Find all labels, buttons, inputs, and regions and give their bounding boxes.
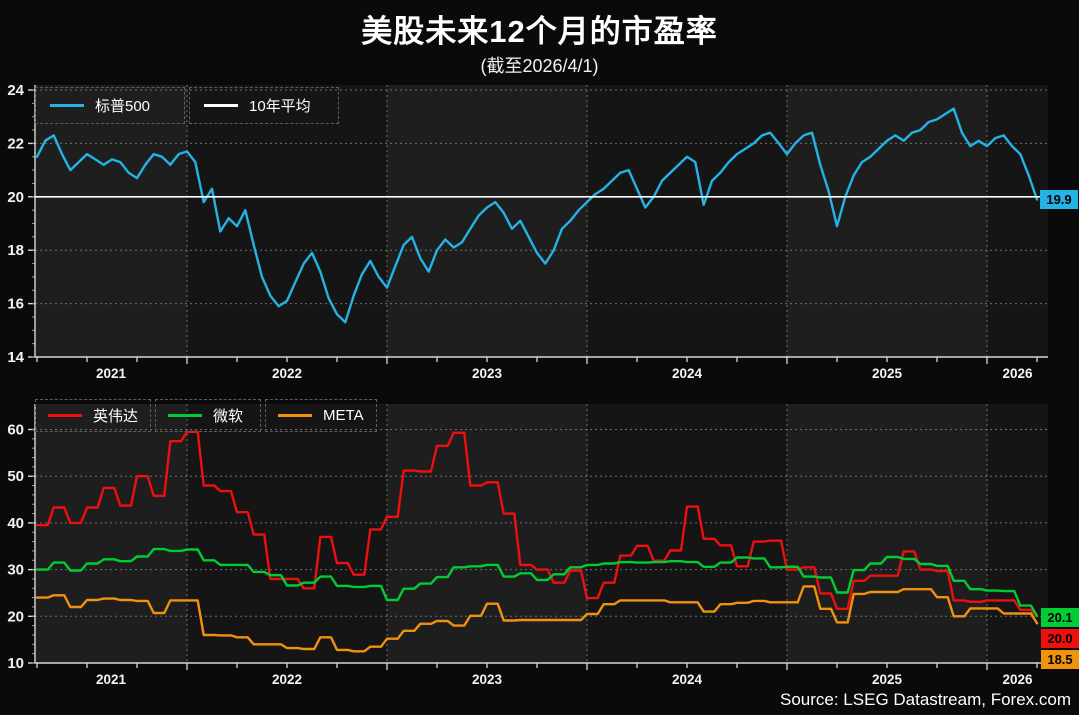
sp500-line-swatch bbox=[50, 104, 84, 107]
y-tick-label: 20 bbox=[7, 608, 24, 625]
legend-item-microsoft[interactable]: 微软 bbox=[155, 399, 262, 432]
bottom-chart-year-band-2023[interactable] bbox=[387, 404, 587, 663]
y-tick-label: 60 bbox=[7, 422, 24, 439]
y-tick-label: 18 bbox=[7, 242, 24, 259]
x-tick-label: 2024 bbox=[672, 366, 703, 381]
x-tick-label: 2026 bbox=[1002, 672, 1033, 687]
y-tick-label: 22 bbox=[7, 135, 24, 152]
x-tick-label: 2023 bbox=[472, 366, 503, 381]
legend-bottom: 英伟达 微软 META bbox=[35, 399, 377, 432]
x-tick-label: 2025 bbox=[872, 366, 903, 381]
top-chart-year-band-2025[interactable] bbox=[787, 85, 987, 357]
x-tick-label: 2022 bbox=[272, 366, 302, 381]
top-chart-year-band-2023[interactable] bbox=[387, 85, 587, 357]
x-tick-label: 2023 bbox=[472, 672, 503, 687]
y-tick-label: 16 bbox=[7, 296, 24, 313]
top-chart-year-band-2021[interactable] bbox=[35, 85, 187, 357]
top-chart: 24 22 20 18 16 14 2021 2022 2023 2024 2025 2026 bbox=[7, 82, 1048, 381]
y-tick-label: 10 bbox=[7, 655, 24, 672]
bottom-chart-year-band-2025[interactable] bbox=[787, 404, 987, 663]
microsoft-line-swatch bbox=[168, 414, 203, 417]
bottom-chart-year-band-2026[interactable] bbox=[987, 404, 1048, 663]
legend-label-sp500: 标普500 bbox=[95, 98, 151, 115]
top-chart-year-band-2026[interactable] bbox=[987, 85, 1048, 357]
nvidia-line-swatch bbox=[48, 414, 82, 417]
microsoft-last-value-badge: 20.1 bbox=[1041, 608, 1079, 627]
legend-label-microsoft: 微软 bbox=[213, 408, 244, 425]
bottom-chart-year-band-2021[interactable] bbox=[35, 404, 187, 663]
page-title: 美股未来12个月的市盈率 bbox=[361, 14, 718, 49]
y-tick-label: 30 bbox=[7, 562, 24, 579]
x-tick-label: 2026 bbox=[1002, 366, 1033, 381]
y-tick-label: 14 bbox=[7, 349, 24, 366]
legend-label-meta: META bbox=[323, 407, 364, 424]
y-tick-label: 20 bbox=[7, 189, 24, 206]
sp500-last-value-badge: 19.9 bbox=[1040, 190, 1078, 209]
series-line-英伟达 bbox=[35, 430, 1039, 618]
legend-item-sp500[interactable]: 标普500 bbox=[35, 87, 185, 124]
series-line-微软 bbox=[35, 547, 1039, 617]
page-subtitle: (截至2026/4/1) bbox=[480, 56, 599, 76]
x-tick-label: 2021 bbox=[96, 366, 127, 381]
legend-label-10yr-average: 10年平均 bbox=[249, 98, 311, 115]
x-tick-label: 2025 bbox=[872, 672, 903, 687]
legend-item-10yr-average[interactable]: 10年平均 bbox=[189, 87, 339, 124]
x-tick-label: 2021 bbox=[96, 672, 127, 687]
legend-top: 标普500 10年平均 bbox=[35, 87, 339, 124]
bottom-chart-year-band-2022[interactable] bbox=[187, 404, 387, 663]
nvidia-last-value-badge: 20.0 bbox=[1041, 629, 1079, 648]
top-chart-year-band-2024[interactable] bbox=[587, 85, 787, 357]
average-line-swatch bbox=[204, 104, 238, 107]
source-credit: Source: LSEG Datastream, Forex.com bbox=[780, 690, 1071, 709]
legend-label-nvidia: 英伟达 bbox=[93, 408, 139, 425]
bottom-chart: 60 50 40 30 20 10 2021 2022 2023 2024 2025 2026 bbox=[7, 404, 1048, 687]
legend-item-meta[interactable]: META bbox=[265, 399, 377, 432]
meta-last-value-badge: 18.5 bbox=[1041, 650, 1079, 669]
top-chart-year-band-2022[interactable] bbox=[187, 85, 387, 357]
bottom-chart-year-band-2024[interactable] bbox=[587, 404, 787, 663]
series-line-标普500 bbox=[35, 107, 1039, 324]
x-tick-label: 2022 bbox=[272, 672, 302, 687]
series-line-META bbox=[35, 585, 1039, 653]
x-tick-label: 2024 bbox=[672, 672, 703, 687]
y-tick-label: 24 bbox=[7, 82, 24, 99]
y-tick-label: 50 bbox=[7, 468, 24, 485]
meta-line-swatch bbox=[278, 414, 313, 417]
y-tick-label: 40 bbox=[7, 515, 24, 532]
legend-item-nvidia[interactable]: 英伟达 bbox=[35, 399, 152, 432]
